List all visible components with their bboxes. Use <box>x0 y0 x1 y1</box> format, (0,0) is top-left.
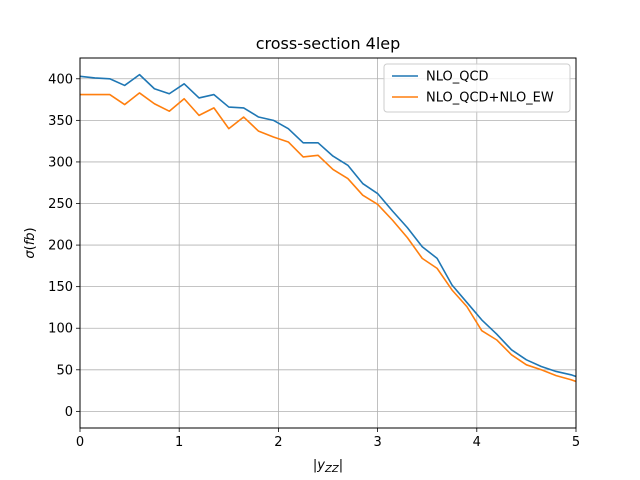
y-tick-label: 0 <box>65 405 73 420</box>
x-axis-label: |yZZ| <box>313 458 343 475</box>
y-tick-label: 200 <box>48 239 73 254</box>
y-tick-label: 250 <box>48 197 73 212</box>
y-tick-label: 300 <box>48 155 73 170</box>
x-tick-label: 5 <box>572 435 580 450</box>
x-tick-label: 4 <box>473 435 481 450</box>
legend-label-1: NLO_QCD <box>426 70 489 85</box>
series-line-2 <box>80 92 577 383</box>
y-tick-label: 400 <box>48 72 73 87</box>
plot-frame <box>79 57 577 429</box>
x-tick-label: 2 <box>274 435 282 450</box>
y-tick-label: 50 <box>56 363 73 378</box>
series-layer <box>79 73 577 383</box>
legend: NLO_QCD NLO_QCD+NLO_EW <box>383 63 571 113</box>
y-tick-label: 350 <box>48 114 73 129</box>
x-tick-label: 0 <box>76 435 84 450</box>
legend-box <box>383 63 571 113</box>
x-tick-label: 1 <box>175 435 183 450</box>
y-tick-label: 150 <box>48 280 73 295</box>
series-line-1 <box>79 73 577 378</box>
x-tick-label: 3 <box>373 435 381 450</box>
grid <box>79 58 577 428</box>
y-axis-label: σ(fb) <box>23 227 38 258</box>
y-tick-label: 100 <box>48 322 73 337</box>
chart-title: cross-section 4lep <box>256 34 401 53</box>
legend-label-2: NLO_QCD+NLO_EW <box>426 91 554 106</box>
